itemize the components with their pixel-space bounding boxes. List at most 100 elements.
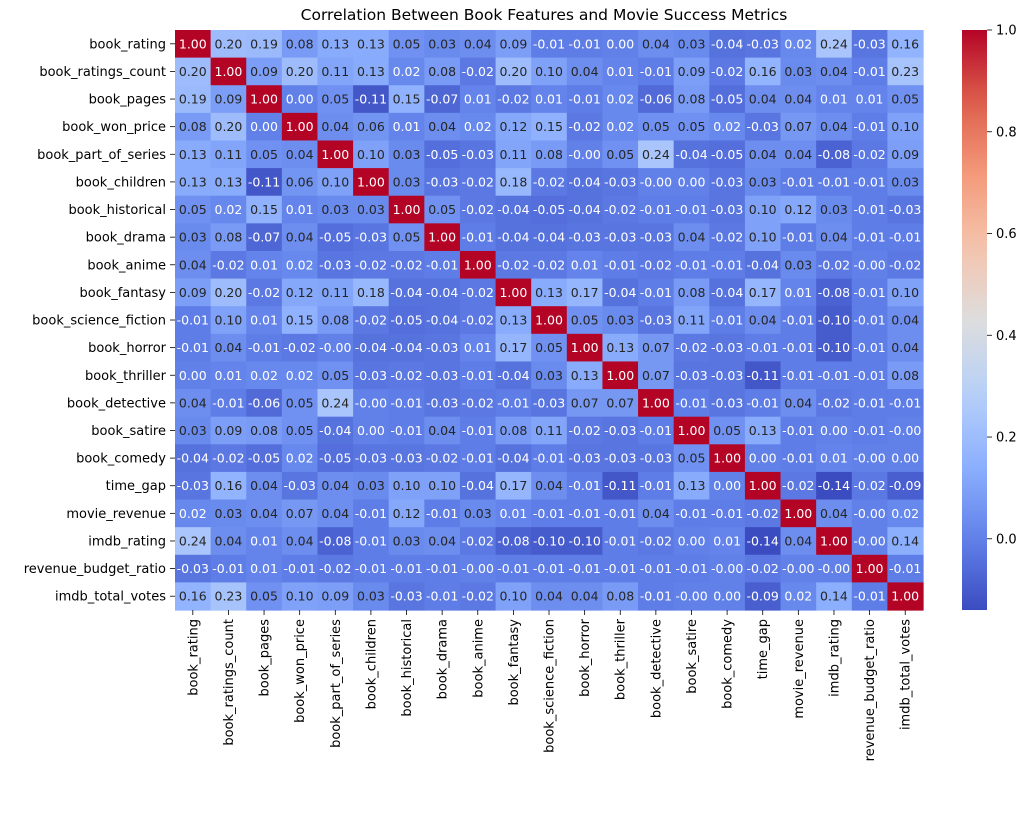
heatmap-cell (459, 250, 497, 280)
heatmap-cell (317, 168, 354, 197)
heatmap-cell (744, 554, 782, 583)
cell-value-label: 0.17 (499, 478, 527, 493)
cell-value-label: 0.04 (571, 64, 599, 79)
cell-value-label: 0.04 (179, 395, 207, 410)
cell-value-label: 0.11 (499, 147, 527, 162)
cell-value-label: -0.01 (640, 285, 672, 300)
cell-value-label: -0.05 (426, 147, 458, 162)
heatmap-cell (673, 168, 710, 197)
heatmap-cell (816, 30, 853, 59)
cell-value-label: 0.00 (749, 451, 777, 466)
y-tick-label: book_anime (87, 258, 166, 273)
cell-value-label: 0.10 (749, 202, 777, 217)
cell-value-label: -0.01 (248, 340, 280, 355)
heatmap-cell (459, 85, 497, 114)
cell-value-label: 0.12 (499, 119, 527, 134)
heatmap-cell (175, 361, 212, 390)
cell-value-label: 0.04 (535, 589, 563, 604)
heatmap-cell (816, 361, 853, 390)
y-tick-label: imdb_rating (88, 534, 166, 549)
cell-value-label: -0.00 (711, 561, 743, 576)
heatmap-cell (388, 223, 425, 252)
cell-value-label: -0.03 (319, 257, 351, 272)
cell-value-label: 0.12 (286, 285, 314, 300)
heatmap-cell (709, 361, 746, 390)
heatmap-cell (709, 416, 746, 445)
cell-value-label: 0.02 (784, 589, 812, 604)
cell-value-label: -0.01 (889, 230, 921, 245)
cell-value-label: -0.00 (568, 147, 600, 162)
heatmap-cell (459, 499, 497, 528)
heatmap-cell (531, 168, 568, 197)
cell-value-label: -0.03 (675, 368, 707, 383)
heatmap-cell (744, 278, 782, 307)
cell-value-label: -0.01 (568, 92, 600, 107)
cell-value-label: 0.24 (820, 36, 848, 51)
cell-value-label: 0.00 (250, 119, 278, 134)
heatmap-cell (602, 140, 639, 169)
cell-value-label: 0.09 (499, 36, 527, 51)
cell-value-label: -0.02 (533, 257, 565, 272)
cell-value-label: -0.01 (853, 202, 885, 217)
cell-value-label: 0.16 (749, 64, 777, 79)
cell-value-label: 0.13 (179, 174, 207, 189)
heatmap-cell (175, 306, 212, 335)
heatmap-cell (744, 306, 782, 335)
cell-value-label: 0.05 (891, 92, 919, 107)
heatmap-cell (851, 112, 888, 142)
cell-value-label: 1.00 (749, 478, 777, 493)
heatmap-cell (673, 250, 710, 280)
cell-value-label: 0.01 (499, 506, 527, 521)
cell-value-label: 0.04 (215, 340, 243, 355)
heatmap-cell (851, 361, 888, 390)
heatmap-cell (851, 195, 888, 224)
cell-value-label: 0.10 (891, 119, 919, 134)
heatmap-cell (602, 278, 639, 307)
heatmap-cell (638, 168, 675, 197)
heatmap-cell (566, 168, 604, 197)
heatmap-cell (317, 554, 354, 583)
heatmap-cell (459, 444, 497, 473)
heatmap-cell (531, 30, 568, 59)
cell-value-label: -0.01 (462, 230, 494, 245)
cell-value-label: 1.00 (820, 533, 848, 548)
heatmap-cell (816, 140, 853, 169)
cell-value-label: -0.00 (462, 561, 494, 576)
x-tick-label: revenue_budget_ratio (863, 619, 878, 761)
cell-value-label: 0.05 (535, 340, 563, 355)
cell-value-label: 0.16 (179, 589, 207, 604)
heatmap-cell (175, 168, 212, 197)
heatmap-cell (566, 416, 604, 445)
cell-value-label: 0.24 (642, 147, 670, 162)
cell-value-label: 0.10 (286, 589, 314, 604)
heatmap-cell (246, 306, 283, 335)
cell-value-label: -0.04 (177, 451, 209, 466)
cell-value-label: 0.04 (820, 119, 848, 134)
cell-value-label: -0.03 (889, 202, 921, 217)
cell-value-label: -0.00 (640, 174, 672, 189)
heatmap-cell (281, 112, 319, 142)
heatmap-cell (210, 278, 247, 307)
heatmap-cell (353, 223, 390, 252)
heatmap-cell (638, 140, 675, 169)
heatmap-cell (388, 140, 425, 169)
heatmap-cell (709, 168, 746, 197)
cell-value-label: 0.05 (321, 368, 349, 383)
cell-value-label: 0.15 (393, 92, 421, 107)
cell-value-label: 0.20 (286, 64, 314, 79)
heatmap-cell (887, 554, 924, 583)
heatmap-cell (353, 416, 390, 445)
heatmap-cell (531, 554, 568, 583)
cell-value-label: 0.04 (784, 395, 812, 410)
cell-value-label: -0.01 (640, 202, 672, 217)
heatmap-cell (210, 140, 247, 169)
heatmap-cell (353, 582, 390, 611)
heatmap-cell (638, 471, 675, 501)
heatmap-cell (495, 389, 532, 418)
cell-value-label: 0.01 (713, 533, 741, 548)
colorbar-tick-label: 0.6 (996, 227, 1017, 242)
heatmap-cell (673, 223, 710, 252)
y-tick-label: imdb_total_votes (55, 590, 166, 605)
heatmap-cell (816, 223, 853, 252)
cell-value-label: 0.02 (464, 119, 492, 134)
